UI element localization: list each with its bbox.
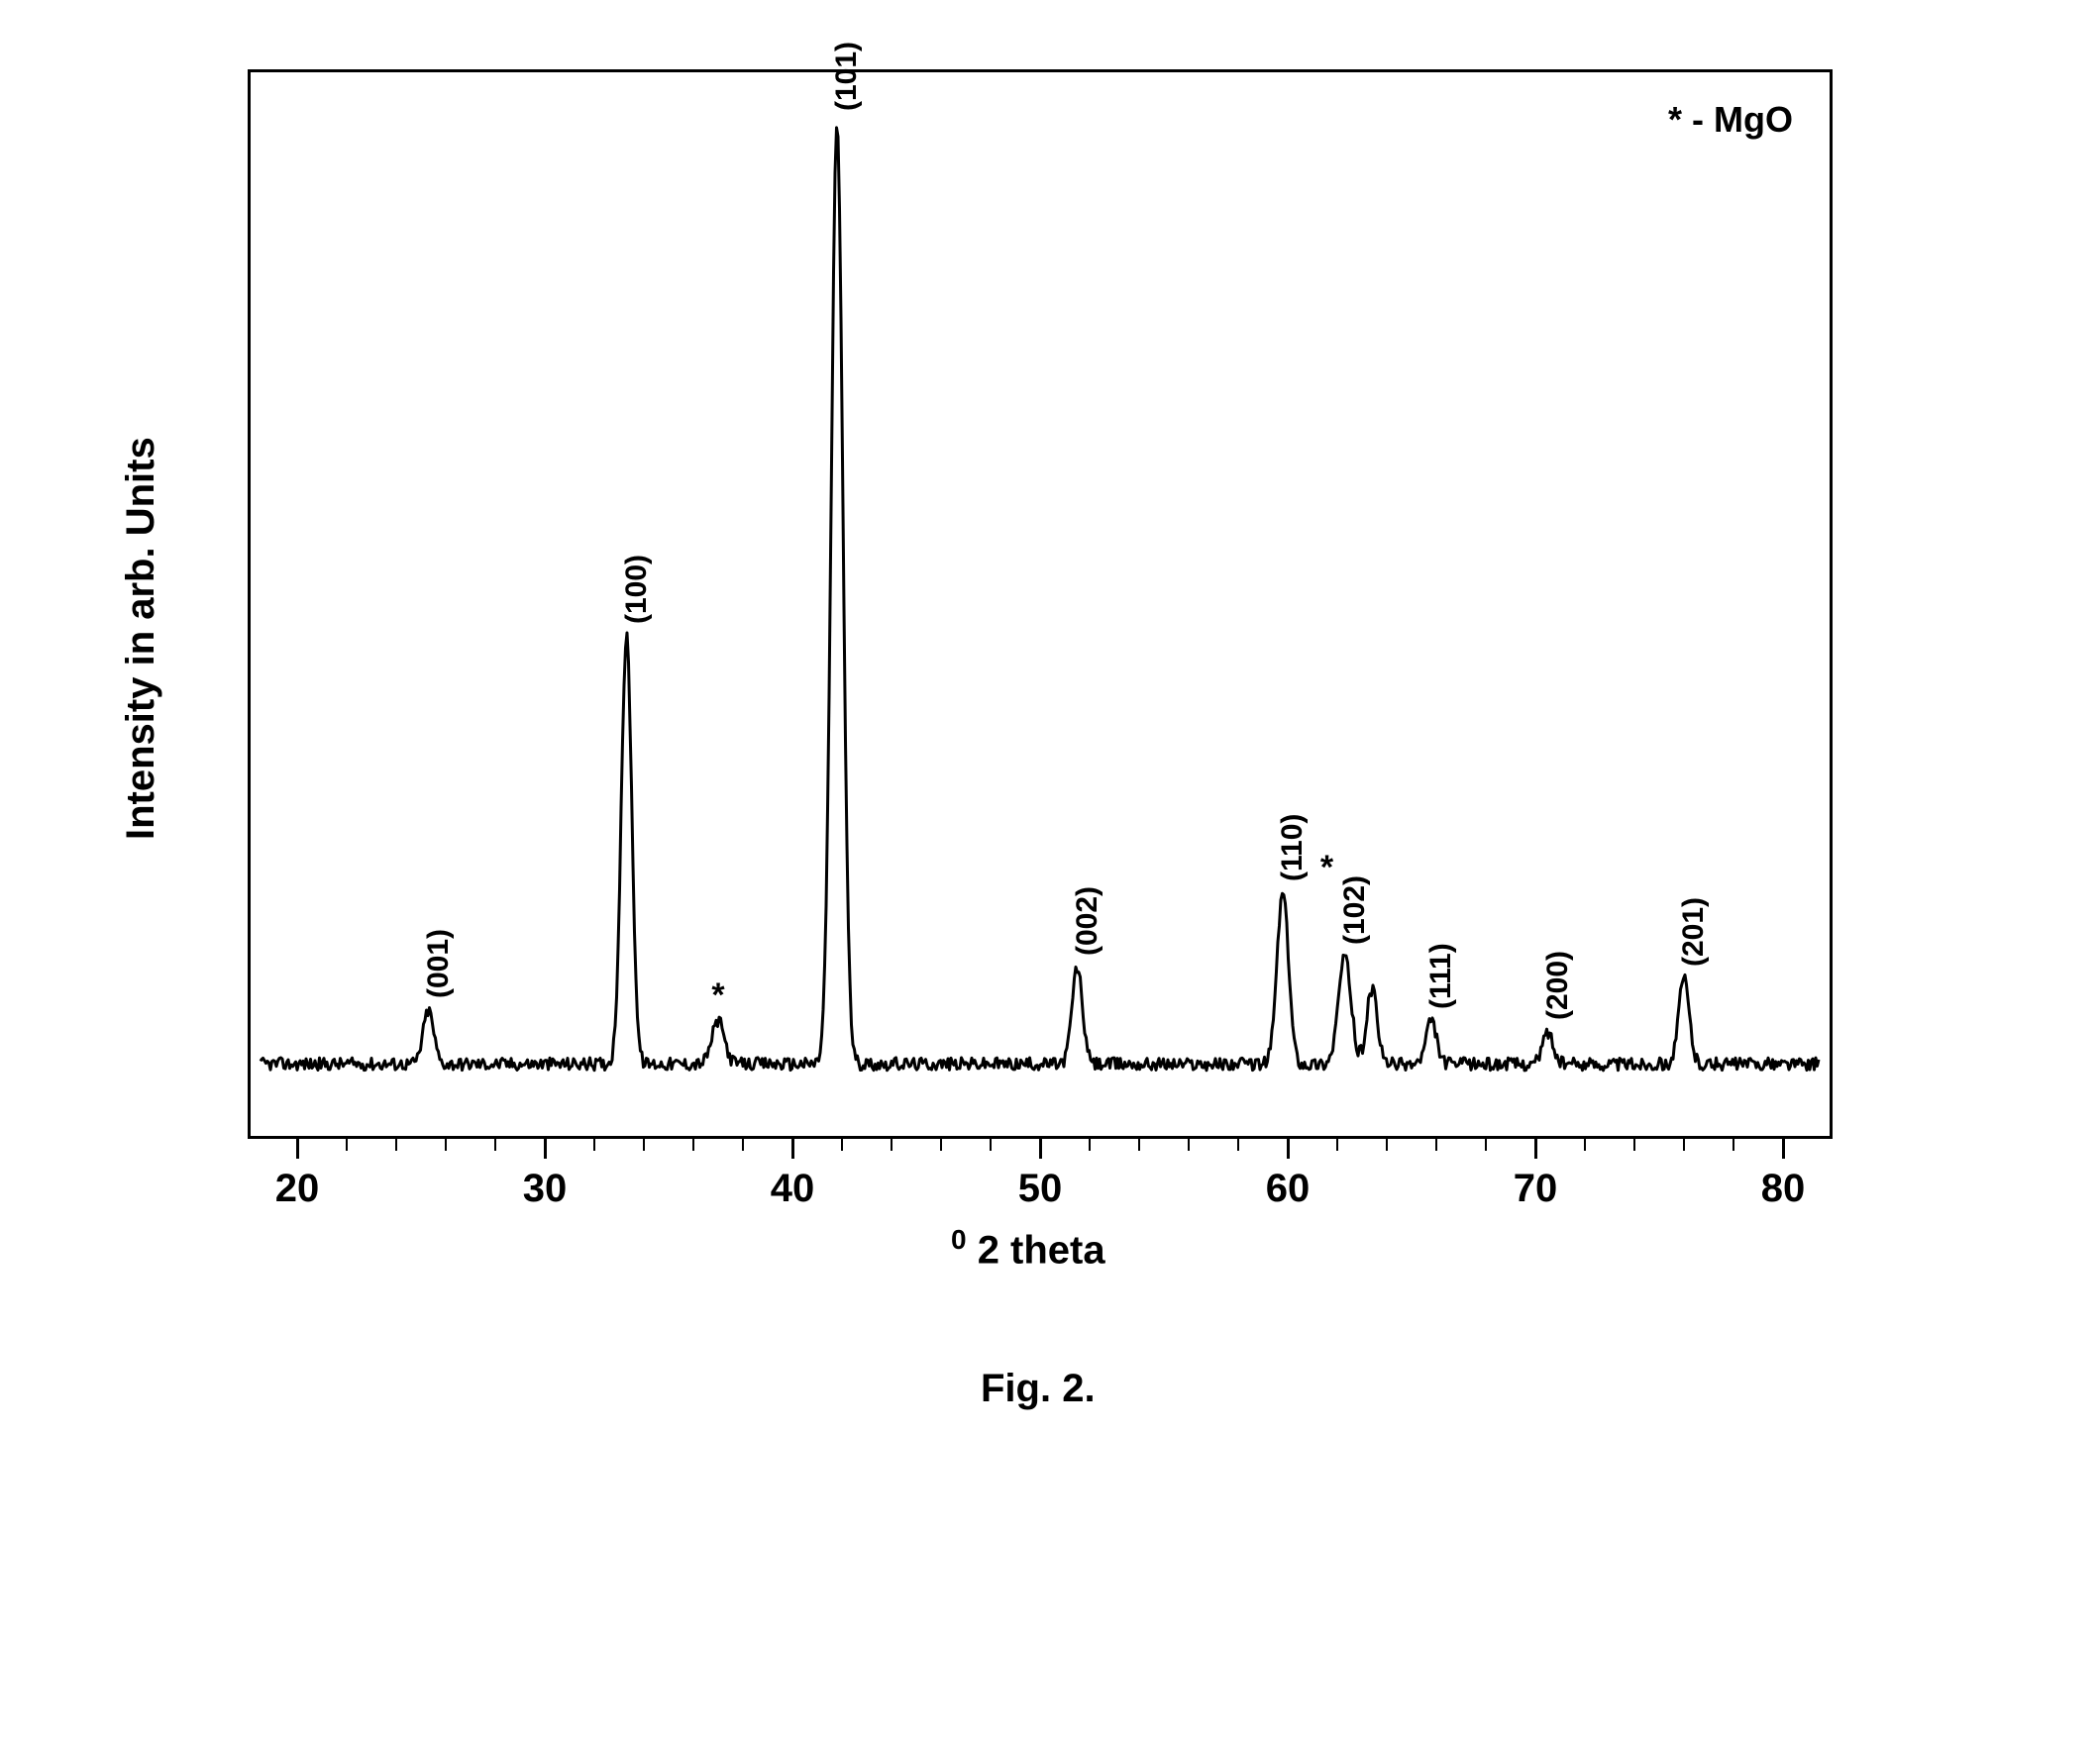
star-marker: *	[1320, 849, 1333, 887]
page: 203040506070800 2 thetaIntensity in arb.…	[0, 0, 2100, 1742]
peak-label: (201)	[1677, 897, 1711, 967]
peak-label: (101)	[830, 42, 864, 111]
peak-label: (111)	[1424, 943, 1458, 1009]
peak-label: (001)	[422, 929, 456, 998]
xrd-line	[0, 0, 2100, 1742]
peak-label: (100)	[620, 555, 654, 624]
star-marker: *	[711, 976, 724, 1015]
peak-label: (200)	[1541, 951, 1575, 1020]
xrd-chart: 203040506070800 2 thetaIntensity in arb.…	[0, 0, 2100, 1742]
peak-label: (102)	[1338, 875, 1372, 945]
peak-label: (002)	[1071, 886, 1104, 956]
peak-label: (110)	[1276, 813, 1310, 880]
figure-caption: Fig. 2.	[981, 1367, 1096, 1411]
